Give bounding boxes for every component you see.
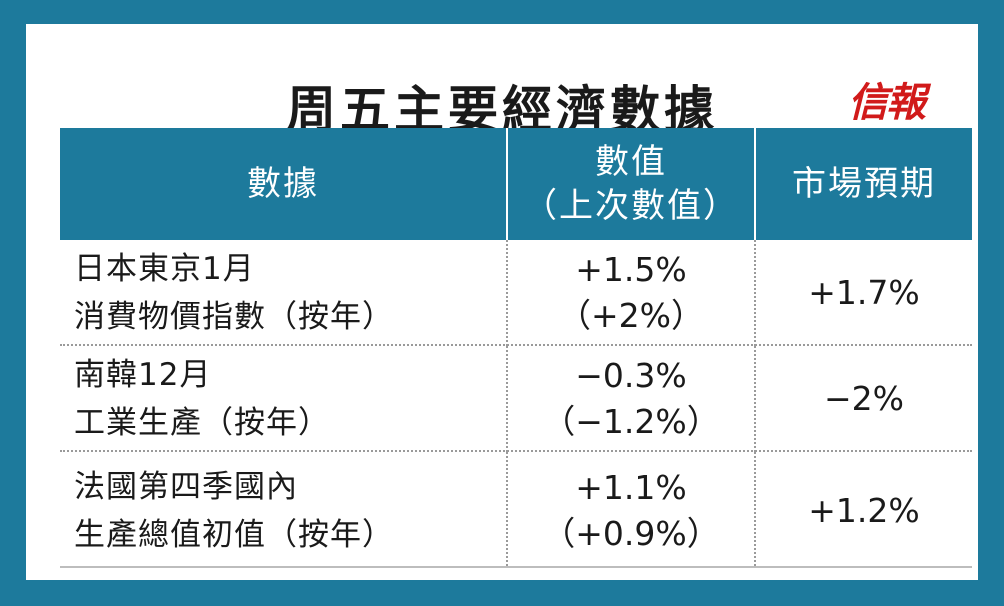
- table-row: 日本東京1月 消費物價指數（按年） +1.5% （+2%） +1.7%: [60, 240, 972, 346]
- indicator-line: 南韓12月: [74, 357, 212, 393]
- indicator-line: 法國第四季國內: [74, 469, 298, 505]
- row-divider: [60, 344, 972, 346]
- header-divider: [754, 128, 756, 240]
- current-value: +1.1%: [575, 468, 687, 507]
- header-expected-label: 市場預期: [792, 164, 936, 204]
- indicator-line: 日本東京1月: [74, 251, 255, 287]
- card: 周五主要經濟數據 信報 數據 數值 （上次數值） 市場預期 日本東京1月 消費物…: [26, 24, 978, 580]
- expected-cell: −2%: [756, 346, 972, 452]
- indicator-name: 南韓12月 工業生產（按年）: [74, 346, 330, 452]
- header-divider: [506, 128, 508, 240]
- value-cell: +1.1% （+0.9%）: [508, 452, 754, 570]
- column-divider: [754, 346, 756, 452]
- header-value-label: 數值: [595, 142, 667, 182]
- header-data: 數據: [60, 128, 506, 240]
- current-value: −0.3%: [575, 356, 687, 395]
- expected-value: +1.2%: [808, 491, 920, 530]
- expected-value: −2%: [823, 379, 904, 418]
- data-table: 數據 數值 （上次數值） 市場預期 日本東京1月 消費物價指數（按年） +1.5…: [60, 128, 972, 570]
- expected-cell: +1.2%: [756, 452, 972, 570]
- table-header: 數據 數值 （上次數值） 市場預期: [60, 128, 972, 240]
- value-cell: −0.3% （−1.2%）: [508, 346, 754, 452]
- row-divider: [60, 450, 972, 452]
- table-bottom-border: [60, 566, 972, 568]
- header-expected: 市場預期: [756, 128, 972, 240]
- previous-value: （+0.9%）: [542, 514, 720, 553]
- header-data-label: 數據: [247, 164, 319, 204]
- column-divider: [754, 240, 756, 346]
- indicator-line: 消費物價指數（按年）: [74, 299, 394, 335]
- header-value: 數值 （上次數值）: [508, 128, 754, 240]
- indicator-line: 工業生產（按年）: [74, 405, 330, 441]
- header-previous-label: （上次數值）: [523, 186, 739, 226]
- column-divider: [506, 346, 508, 452]
- previous-value: （+2%）: [557, 296, 704, 335]
- column-divider: [754, 452, 756, 566]
- expected-cell: +1.7%: [756, 240, 972, 346]
- table-row: 法國第四季國內 生產總值初值（按年） +1.1% （+0.9%） +1.2%: [60, 452, 972, 570]
- expected-value: +1.7%: [808, 273, 920, 312]
- current-value: +1.5%: [575, 250, 687, 289]
- indicator-name: 日本東京1月 消費物價指數（按年）: [74, 240, 394, 346]
- value-cell: +1.5% （+2%）: [508, 240, 754, 346]
- column-divider: [506, 452, 508, 566]
- column-divider: [506, 240, 508, 346]
- table-row: 南韓12月 工業生產（按年） −0.3% （−1.2%） −2%: [60, 346, 972, 452]
- logo: 信報: [848, 79, 926, 126]
- indicator-line: 生產總值初值（按年）: [74, 517, 394, 553]
- previous-value: （−1.2%）: [542, 402, 720, 441]
- indicator-name: 法國第四季國內 生產總值初值（按年）: [74, 452, 394, 570]
